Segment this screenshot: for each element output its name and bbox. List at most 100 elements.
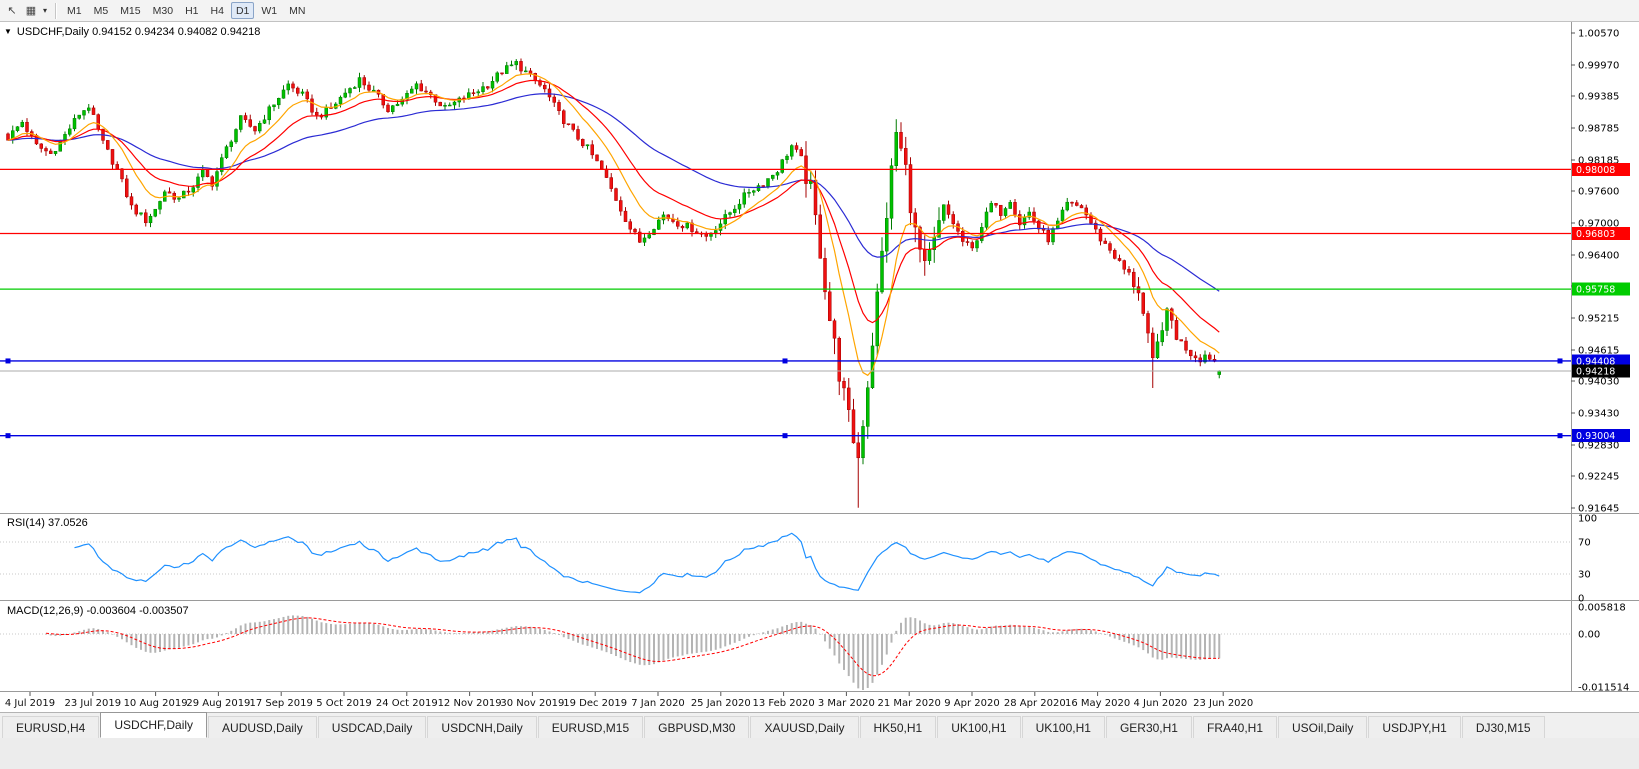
date-label: 23 Jul 2019 bbox=[64, 698, 121, 709]
date-label: 7 Jan 2020 bbox=[631, 698, 685, 709]
chart-background[interactable] bbox=[0, 22, 1639, 712]
timeframe-m1[interactable]: M1 bbox=[67, 4, 82, 17]
price-axis[interactable]: 1.00570 0.99970 0.99385 0.98785 0.98185 0.976… bbox=[0, 22, 1639, 694]
price-tick: 0.98785 bbox=[1578, 124, 1619, 135]
date-label: 17 Sep 2019 bbox=[250, 698, 313, 709]
date-label: 24 Oct 2019 bbox=[376, 698, 438, 709]
timeframe-w1[interactable]: W1 bbox=[261, 4, 278, 17]
chart-canvas-svg: 1.00570 0.99970 0.99385 0.98785 0.98185 0.976… bbox=[0, 22, 1639, 712]
price-tick: 1.00570 bbox=[1578, 29, 1619, 40]
price-tick: 0.97000 bbox=[1578, 219, 1619, 230]
toolbar-separator bbox=[55, 2, 57, 19]
timeframe-d1[interactable]: D1 bbox=[230, 2, 255, 19]
tab-usdcad-daily[interactable]: USDCAD,Daily bbox=[317, 716, 427, 738]
tab-usoil-daily[interactable]: USOil,Daily bbox=[1278, 716, 1368, 738]
tab-ger30-h1[interactable]: GER30,H1 bbox=[1105, 716, 1192, 738]
macd-level: 0.005818 bbox=[1578, 603, 1626, 614]
hline-handle[interactable] bbox=[5, 433, 11, 439]
macd-label: MACD(12,26,9) -0.003604 -0.003507 bbox=[7, 605, 189, 617]
chart-nav-triangle[interactable]: ▼ bbox=[4, 27, 12, 36]
toolbar-icons: ↖ ▦ ▾ bbox=[3, 2, 50, 20]
price-tag-0.98008 bbox=[1572, 162, 1630, 176]
price-tag-0.94408 bbox=[1572, 354, 1630, 368]
date-label: 4 Jun 2020 bbox=[1134, 698, 1188, 709]
ma-mid-line bbox=[7, 79, 1220, 333]
pointer-icon[interactable]: ↖ bbox=[7, 5, 17, 17]
tab-gbpusd-m30[interactable]: GBPUSD,M30 bbox=[644, 716, 750, 738]
timeframe-h1[interactable]: H1 bbox=[185, 4, 199, 17]
tab-fra40-h1[interactable]: FRA40,H1 bbox=[1192, 716, 1278, 738]
tab-uk100-h1[interactable]: UK100,H1 bbox=[1021, 716, 1105, 738]
price-tick: 0.95215 bbox=[1578, 314, 1619, 325]
price-tick: 0.92830 bbox=[1578, 440, 1619, 451]
hline-handle[interactable] bbox=[782, 433, 788, 439]
tab-usdjpy-h1[interactable]: USDJPY,H1 bbox=[1368, 716, 1461, 738]
tab-hk50-h1[interactable]: HK50,H1 bbox=[859, 716, 937, 738]
hline-handle[interactable] bbox=[1557, 358, 1563, 364]
tab-xauusd-daily[interactable]: XAUUSD,Daily bbox=[750, 716, 859, 738]
timeframe-h4[interactable]: H4 bbox=[210, 4, 224, 17]
rsi-panel[interactable] bbox=[0, 532, 1571, 594]
ma-slow-line bbox=[7, 93, 1220, 292]
date-label: 21 Mar 2020 bbox=[877, 698, 940, 709]
date-label: 23 Jun 2020 bbox=[1193, 698, 1253, 709]
hline-handle[interactable] bbox=[5, 358, 11, 364]
date-label: 9 Apr 2020 bbox=[944, 698, 999, 709]
price-tick: 0.97600 bbox=[1578, 187, 1619, 198]
tab-usdcnh-daily[interactable]: USDCNH,Daily bbox=[427, 716, 537, 738]
date-label: 28 Apr 2020 bbox=[1004, 698, 1066, 709]
hline-handle[interactable] bbox=[782, 358, 788, 364]
chart-tabs-bar: EURUSD,H4 USDCHF,Daily AUDUSD,Daily USDCAD,… bbox=[0, 712, 1639, 738]
timeframe-m15[interactable]: M15 bbox=[120, 4, 141, 17]
rsi-level: 100 bbox=[1578, 514, 1597, 525]
tab-eurusd-m15[interactable]: EURUSD,M15 bbox=[537, 716, 644, 738]
price-tag-0.96803 bbox=[1572, 226, 1630, 240]
timeframe-m5[interactable]: M5 bbox=[93, 4, 109, 17]
price-tick: 0.99385 bbox=[1578, 92, 1619, 103]
macd-signal-line bbox=[45, 617, 1220, 677]
timeframe-toolbar: ↖ ▦ ▾ M1 M5 M15 M30 H1 H4 D1 W1 MN bbox=[0, 0, 1639, 22]
chevron-down-icon[interactable]: ▾ bbox=[42, 6, 47, 15]
timeframe-mn[interactable]: MN bbox=[289, 4, 306, 17]
date-label: 25 Jan 2020 bbox=[691, 698, 751, 709]
chart-symbol-ohlc: USDCHF,Daily 0.94152 0.94234 0.94082 0.9… bbox=[16, 26, 261, 38]
date-label: 10 Aug 2019 bbox=[124, 698, 188, 709]
rsi-level: 0 bbox=[1578, 594, 1584, 605]
svg-text:0.94408: 0.94408 bbox=[1576, 356, 1615, 367]
tab-dj30-m15[interactable]: DJ30,M15 bbox=[1461, 716, 1545, 738]
price-tick: 0.91645 bbox=[1578, 504, 1619, 515]
chart-area: 1.00570 0.99970 0.99385 0.98785 0.98185 0.976… bbox=[0, 22, 1639, 712]
price-tick: 0.94030 bbox=[1578, 377, 1619, 388]
date-label: 3 Mar 2020 bbox=[818, 698, 875, 709]
timeframe-buttons: M1 M5 M15 M30 H1 H4 D1 W1 MN bbox=[62, 2, 312, 19]
svg-text:0.93004: 0.93004 bbox=[1576, 431, 1615, 442]
date-label: 16 May 2020 bbox=[1065, 698, 1130, 709]
date-label: 30 Nov 2019 bbox=[500, 698, 564, 709]
price-tick: 0.99970 bbox=[1578, 60, 1619, 71]
ma-fast-line bbox=[7, 73, 1220, 377]
price-tag-0.95758 bbox=[1572, 282, 1630, 296]
macd-panel[interactable] bbox=[0, 615, 1571, 690]
rsi-level: 70 bbox=[1578, 538, 1591, 549]
price-tick: 0.93430 bbox=[1578, 409, 1619, 420]
tab-eurusd-h4[interactable]: EURUSD,H4 bbox=[2, 716, 100, 738]
macd-level: -0.011514 bbox=[1578, 683, 1629, 694]
svg-text:0.98008: 0.98008 bbox=[1576, 165, 1615, 176]
price-tick: 0.92245 bbox=[1578, 472, 1619, 483]
tab-usdchf-daily[interactable]: USDCHF,Daily bbox=[100, 712, 208, 738]
hline-handle[interactable] bbox=[1557, 433, 1563, 439]
tab-audusd-daily[interactable]: AUDUSD,Daily bbox=[208, 716, 317, 738]
svg-text:0.96803: 0.96803 bbox=[1576, 229, 1615, 240]
current-price-tag bbox=[1572, 364, 1630, 378]
timeframe-m30[interactable]: M30 bbox=[152, 4, 174, 17]
date-label: 29 Aug 2019 bbox=[186, 698, 250, 709]
date-label: 5 Oct 2019 bbox=[316, 698, 371, 709]
chart-type-icon[interactable]: ▦ bbox=[25, 5, 37, 17]
tab-uk100-h1[interactable]: UK100,H1 bbox=[937, 716, 1021, 738]
chart-header: ▼ USDCHF,Daily 0.94152 0.94234 0.94082 0… bbox=[4, 26, 260, 38]
object-lines bbox=[0, 168, 1571, 439]
price-tick: 0.94615 bbox=[1578, 345, 1619, 356]
macd-level: 0.00 bbox=[1578, 630, 1600, 641]
date-label: 4 Jul 2019 bbox=[5, 698, 55, 709]
